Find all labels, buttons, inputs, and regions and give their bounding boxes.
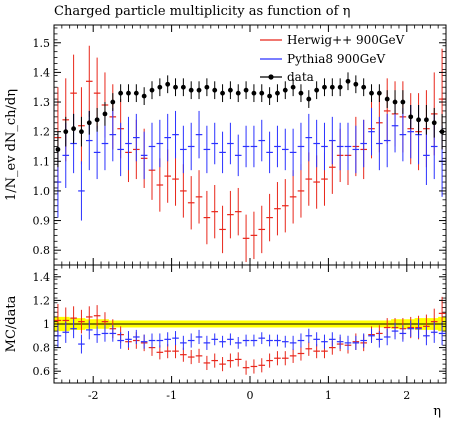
- main-data-point: [55, 147, 61, 152]
- main-data-point: [235, 90, 241, 96]
- main-data-point: [251, 90, 257, 96]
- main-data-point: [275, 90, 280, 96]
- main-data-point: [298, 90, 304, 96]
- ratio-y-tick-label: 1.4: [33, 271, 51, 284]
- main-y-tick-label: 1.2: [33, 126, 51, 139]
- main-data-point: [384, 96, 390, 102]
- main-data-point: [220, 90, 225, 96]
- main-y-tick-label: 0.9: [33, 215, 51, 228]
- ratio-y-tick-label: 1.2: [33, 294, 51, 307]
- main-data-point: [118, 90, 124, 96]
- ratio-y-tick-label: 0.6: [33, 365, 51, 378]
- ratio-y-tick-label: 0.8: [33, 342, 51, 355]
- ratio-x-tick-label: 1: [325, 389, 332, 402]
- main-y-tick-label: 1.0: [33, 185, 51, 198]
- main-data-point: [126, 90, 131, 96]
- main-data-point: [376, 90, 382, 96]
- chart-title: Charged particle multiplicity as functio…: [54, 4, 350, 19]
- main-data-point: [71, 126, 76, 132]
- main-data-point: [361, 84, 367, 90]
- ratio-x-tick-label: -1: [166, 389, 177, 402]
- main-y-axis-label: 1/N_ev dN_ch/dη: [4, 89, 19, 201]
- main-data-point: [94, 117, 100, 123]
- main-y-tick-label: 1.4: [33, 66, 51, 79]
- main-data-point: [110, 99, 116, 105]
- main-data-point: [392, 99, 398, 105]
- main-data-point: [228, 87, 233, 93]
- main-data-point: [243, 87, 249, 93]
- main-data-point: [79, 129, 84, 135]
- ratio-plot-frame: [53, 264, 447, 384]
- x-axis-label: η: [433, 404, 441, 419]
- main-data-point: [306, 96, 312, 102]
- main-data-point: [141, 93, 147, 99]
- main-data-point: [267, 93, 272, 99]
- legend-label-data: data: [287, 70, 314, 84]
- ratio-x-tick-label: 0: [247, 389, 254, 402]
- main-data-point: [282, 87, 288, 93]
- main-data-point: [204, 84, 210, 90]
- main-data-point: [314, 87, 320, 93]
- ratio-x-tick-label: -2: [88, 389, 99, 402]
- main-data-point: [173, 84, 178, 90]
- legend: Herwig++ 900GeV Pythia8 900GeV data: [260, 33, 405, 84]
- main-y-tick-label: 1.1: [33, 155, 51, 168]
- main-data-point: [133, 90, 139, 96]
- legend-label-pythia: Pythia8 900GeV: [287, 52, 385, 66]
- main-data-point: [337, 84, 343, 90]
- main-y-tick-label: 1.3: [33, 96, 51, 109]
- main-data-point: [188, 87, 194, 93]
- legend-label-herwig: Herwig++ 900GeV: [287, 33, 405, 47]
- main-data-point: [369, 90, 374, 96]
- ratio-y-axis-label: MC/data: [4, 295, 19, 352]
- main-y-tick-label: 1.5: [33, 37, 51, 50]
- main-data-point: [212, 87, 218, 93]
- main-data-point: [180, 84, 186, 90]
- main-data-point: [157, 84, 163, 90]
- main-data-point: [400, 99, 406, 105]
- main-data-point: [196, 87, 202, 93]
- main-y-tick-label: 0.8: [33, 244, 51, 257]
- main-data-point: [408, 114, 414, 120]
- main-data-point: [353, 81, 359, 87]
- ratio-x-tick-label: 2: [403, 389, 410, 402]
- main-data-point: [322, 84, 327, 90]
- ratio-panel: 0.6 0.8 1 1.2 1.4 -2 -1 0 1 2: [33, 264, 447, 402]
- main-data-point: [345, 78, 351, 84]
- main-data-point: [86, 120, 92, 126]
- main-data-point: [424, 117, 429, 123]
- main-data-point: [63, 129, 69, 135]
- main-data-point: [329, 84, 335, 90]
- legend-swatch-data-dot: [268, 74, 274, 80]
- ratio-y-tick-label: 1: [43, 318, 50, 331]
- main-data-point: [416, 117, 421, 123]
- main-data-point: [102, 111, 108, 117]
- main-data-point: [431, 120, 437, 126]
- main-data-point: [149, 87, 155, 93]
- main-data-point: [165, 81, 171, 87]
- main-panel: 0.8 0.9 1.0 1.1 1.2 1.3 1.4 1.5: [33, 24, 447, 266]
- main-data-point: [259, 90, 265, 96]
- main-data-point: [290, 84, 296, 90]
